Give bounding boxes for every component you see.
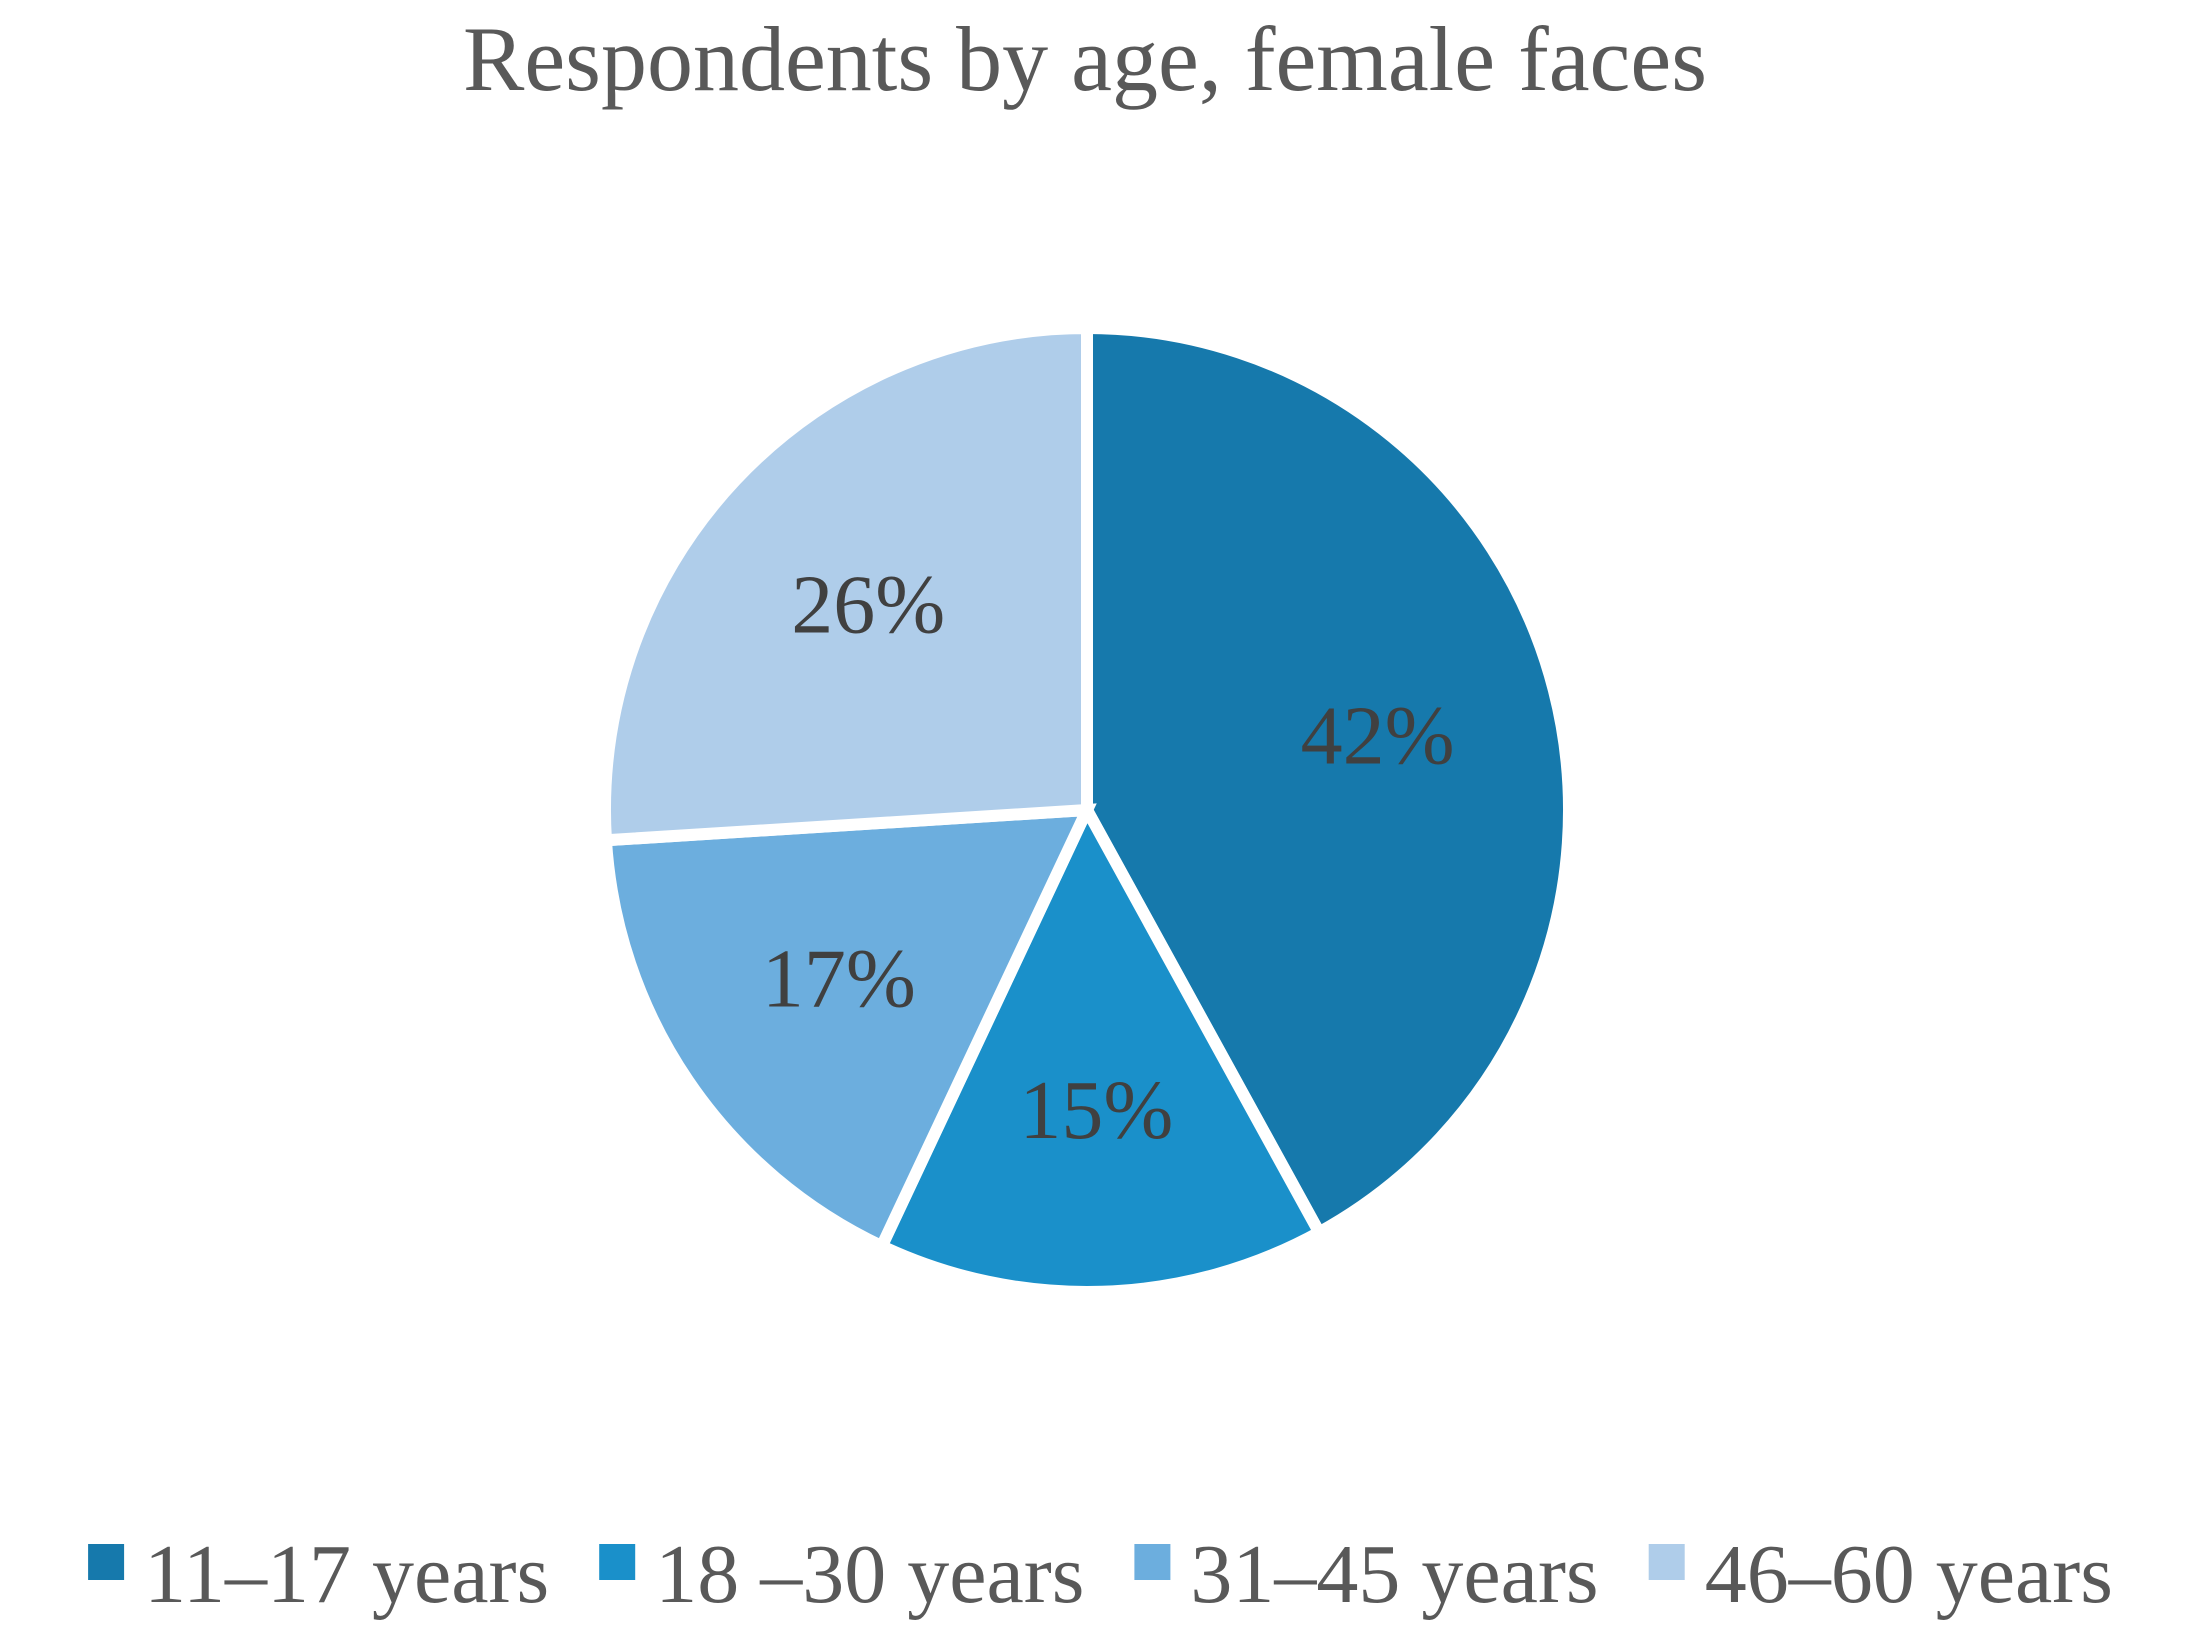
legend-swatch [1648, 1544, 1685, 1580]
legend-item-18-30-years: 18 –30 years [599, 1528, 1084, 1621]
pie-slice-18-30-years [873, 796, 1328, 1298]
pie-slice-46-60-years [599, 321, 1093, 847]
legend-swatch [88, 1544, 125, 1580]
pie-slice-labels: 42% 15% 17% 26% [762, 559, 1455, 1157]
slice-label-46-60-years: 26% [791, 559, 945, 652]
pie-slice-31-45-years [599, 803, 1097, 1255]
slice-label-31-45-years: 17% [762, 933, 916, 1026]
legend: 11–17 years 18 –30 years 31–45 years 46–60 … [88, 1528, 2113, 1621]
pie-slice-11-17-years [1081, 321, 1575, 1241]
legend-label: 31–45 years [1190, 1528, 1598, 1621]
legend-item-31-45-years: 31–45 years [1134, 1528, 1599, 1621]
slice-label-18-30-years: 15% [1019, 1064, 1173, 1157]
legend-label: 11–17 years [144, 1528, 549, 1621]
legend-item-11-17-years: 11–17 years [88, 1528, 549, 1621]
legend-label: 18 –30 years [655, 1528, 1084, 1621]
legend-swatch [1134, 1544, 1171, 1580]
chart-title: Respondents by age, female faces [463, 8, 1707, 110]
legend-item-46-60-years: 46–60 years [1648, 1528, 2113, 1621]
pie-slices [599, 321, 1575, 1298]
slice-label-11-17-years: 42% [1301, 689, 1455, 782]
legend-label: 46–60 years [1705, 1528, 2113, 1621]
legend-swatch [599, 1544, 636, 1580]
